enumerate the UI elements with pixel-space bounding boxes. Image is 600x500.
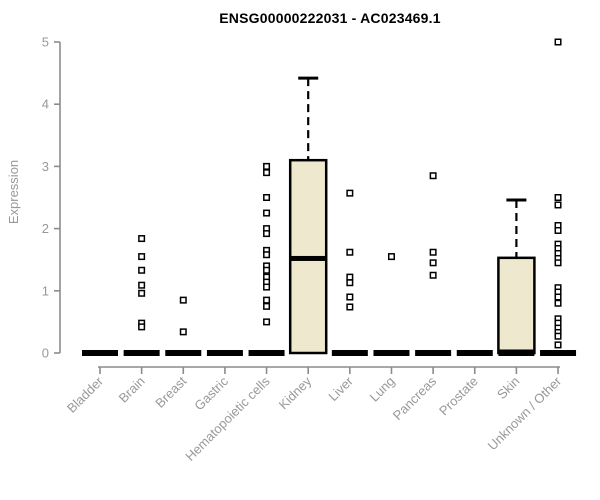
x-tick-label: Prostate (436, 374, 481, 419)
y-tick-label: 3 (42, 159, 49, 174)
zero-bar-gastric (206, 350, 243, 356)
outlier-point-brain (138, 266, 146, 274)
outlier-point-liver (346, 189, 354, 197)
outlier-point-hematopoietic-cells (263, 283, 271, 291)
y-tick-label: 4 (42, 97, 49, 112)
zero-bar-hematopoietic-cells (248, 350, 285, 356)
outlier-point-unknown-other (554, 341, 562, 349)
zero-bar-breast (165, 350, 202, 356)
outlier-point-pancreas (429, 172, 437, 180)
x-tick-label: Bladder (64, 373, 107, 416)
outlier-point-liver (346, 303, 354, 311)
outlier-point-hematopoietic-cells (263, 194, 271, 201)
outlier-point-brain (138, 281, 146, 289)
outlier-point-hematopoietic-cells (263, 318, 271, 326)
outlier-point-unknown-other (554, 332, 562, 340)
zero-bar-brain (123, 350, 160, 356)
x-tick-label: Skin (494, 374, 522, 402)
outlier-point-breast (179, 296, 187, 304)
y-tick-label: 2 (42, 221, 49, 236)
outlier-point-unknown-other (554, 38, 562, 46)
outlier-point-brain (138, 289, 146, 297)
outlier-point-lung (387, 253, 395, 261)
x-tick-label: Breast (152, 373, 189, 410)
median-kidney (290, 255, 327, 261)
outlier-point-liver (346, 273, 354, 281)
outlier-point-brain (138, 253, 146, 261)
zero-bar-liver (331, 350, 368, 356)
outlier-point-hematopoietic-cells (263, 209, 271, 217)
outlier-point-liver (346, 279, 354, 287)
outlier-point-hematopoietic-cells (263, 302, 271, 310)
outlier-point-brain (138, 235, 146, 243)
outlier-point-pancreas (429, 248, 437, 256)
outlier-point-hematopoietic-cells (263, 230, 271, 238)
x-tick-label: Unknown / Other (485, 373, 565, 453)
zero-bar-prostate (456, 350, 493, 356)
x-tick-label: Liver (325, 373, 356, 404)
outlier-point-pancreas (429, 259, 437, 267)
outlier-point-unknown-other (554, 293, 562, 301)
outlier-point-unknown-other (554, 226, 562, 234)
x-tick-label: Brain (116, 374, 148, 406)
zero-bar-bladder (82, 350, 118, 356)
outlier-point-pancreas (429, 271, 437, 279)
zero-bar-unknown-other (540, 350, 577, 356)
outlier-point-unknown-other (554, 201, 562, 209)
box-skin (497, 256, 536, 355)
outlier-point-unknown-other (554, 299, 562, 307)
zero-bar-lung (373, 350, 410, 356)
y-tick-label: 1 (42, 283, 49, 298)
outlier-point-hematopoietic-cells (263, 251, 271, 259)
outlier-point-hematopoietic-cells (263, 296, 271, 304)
outlier-point-hematopoietic-cells (263, 162, 271, 170)
outlier-point-breast (179, 328, 187, 336)
outlier-point-unknown-other (554, 259, 562, 267)
y-tick-label: 0 (42, 346, 49, 361)
x-tick-label: Lung (367, 374, 398, 405)
outlier-point-hematopoietic-cells (263, 266, 271, 274)
zero-bar-pancreas (415, 350, 452, 356)
median-skin (498, 349, 535, 356)
outlier-point-unknown-other (554, 194, 562, 201)
x-tick-label: Gastric (191, 373, 231, 413)
outlier-point-liver (346, 293, 354, 301)
outlier-point-brain (138, 323, 146, 331)
y-tick-label: 5 (42, 35, 49, 50)
x-tick-label: Kidney (276, 373, 315, 412)
chart-title: ENSG00000222031 - AC023469.1 (219, 10, 441, 26)
outlier-point-liver (346, 248, 354, 256)
outlier-point-hematopoietic-cells (263, 169, 271, 177)
x-tick-label: Pancreas (390, 373, 440, 423)
